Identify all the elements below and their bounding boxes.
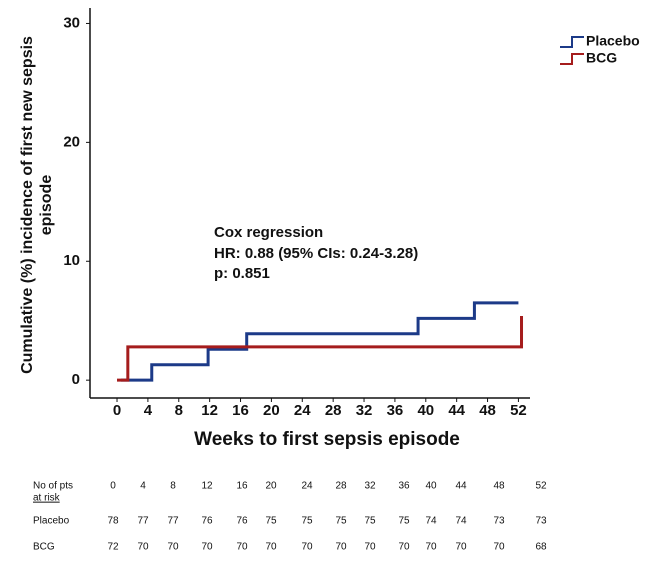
legend-swatch <box>560 36 584 48</box>
risk-row-label: BCG <box>33 542 55 553</box>
risk-count: 75 <box>265 516 277 527</box>
risk-week: 4 <box>140 481 146 492</box>
risk-week: 8 <box>170 481 176 492</box>
step-line <box>120 301 519 382</box>
legend-swatch <box>560 53 584 65</box>
risk-count: 70 <box>265 542 277 553</box>
risk-label: No of pts <box>33 481 73 492</box>
legend-label: BCG <box>586 50 617 66</box>
risk-week: 52 <box>535 481 547 492</box>
risk-count: 70 <box>301 542 313 553</box>
risk-count: 70 <box>425 542 437 553</box>
risk-count: 73 <box>535 516 547 527</box>
risk-count: 78 <box>107 516 119 527</box>
risk-label: at risk <box>33 493 61 504</box>
risk-count: 75 <box>301 516 313 527</box>
risk-count: 74 <box>455 516 467 527</box>
y-tick-label: 20 <box>63 133 80 150</box>
risk-week: 32 <box>364 481 376 492</box>
risk-week: 12 <box>201 481 213 492</box>
risk-week: 48 <box>493 481 505 492</box>
risk-count: 70 <box>137 542 149 553</box>
risk-count: 73 <box>493 516 505 527</box>
x-tick-label: 36 <box>387 402 404 419</box>
step-line <box>117 315 524 382</box>
y-tick-label: 30 <box>63 14 80 31</box>
risk-week: 16 <box>236 481 248 492</box>
y-tick-label: 0 <box>72 371 80 388</box>
y-axis-label: Cumulative (%) incidence of first new se… <box>19 36 36 374</box>
risk-week: 28 <box>335 481 347 492</box>
y-axis-label: episode <box>38 175 55 236</box>
annotation: p: 0.851 <box>214 265 270 282</box>
risk-week: 44 <box>455 481 467 492</box>
x-tick-label: 16 <box>232 402 249 419</box>
x-tick-label: 0 <box>113 402 121 419</box>
risk-count: 70 <box>493 542 505 553</box>
risk-count: 70 <box>236 542 248 553</box>
risk-count: 75 <box>364 516 376 527</box>
risk-row-label: Placebo <box>33 516 70 527</box>
risk-week: 24 <box>301 481 313 492</box>
risk-count: 75 <box>398 516 410 527</box>
x-tick-label: 20 <box>263 402 280 419</box>
risk-count: 74 <box>425 516 437 527</box>
risk-week: 40 <box>425 481 437 492</box>
risk-week: 0 <box>110 481 116 492</box>
x-tick-label: 28 <box>325 402 342 419</box>
x-tick-label: 40 <box>417 402 434 419</box>
risk-week: 36 <box>398 481 410 492</box>
x-tick-label: 4 <box>144 402 153 419</box>
x-tick-label: 52 <box>510 402 527 419</box>
risk-count: 70 <box>455 542 467 553</box>
x-axis-label: Weeks to first sepsis episode <box>194 429 460 450</box>
y-axis-label-group: Cumulative (%) incidence of first new se… <box>19 36 55 374</box>
legend-label: Placebo <box>586 33 640 49</box>
x-tick-label: 8 <box>175 402 183 419</box>
risk-count: 70 <box>335 542 347 553</box>
x-tick-label: 12 <box>201 402 218 419</box>
annotation: Cox regression <box>214 224 323 241</box>
y-tick-label: 10 <box>63 252 80 269</box>
x-tick-label: 44 <box>448 402 465 419</box>
risk-count: 72 <box>107 542 119 553</box>
x-tick-label: 48 <box>479 402 496 419</box>
risk-count: 70 <box>364 542 376 553</box>
x-tick-label: 24 <box>294 402 311 419</box>
annotation: HR: 0.88 (95% CIs: 0.24-3.28) <box>214 245 418 262</box>
risk-week: 20 <box>265 481 277 492</box>
risk-count: 76 <box>236 516 248 527</box>
risk-count: 77 <box>137 516 149 527</box>
risk-count: 70 <box>398 542 410 553</box>
risk-count: 70 <box>167 542 179 553</box>
risk-count: 76 <box>201 516 213 527</box>
risk-count: 70 <box>201 542 213 553</box>
risk-count: 77 <box>167 516 179 527</box>
risk-count: 68 <box>535 542 547 553</box>
risk-count: 75 <box>335 516 347 527</box>
x-tick-label: 32 <box>356 402 373 419</box>
